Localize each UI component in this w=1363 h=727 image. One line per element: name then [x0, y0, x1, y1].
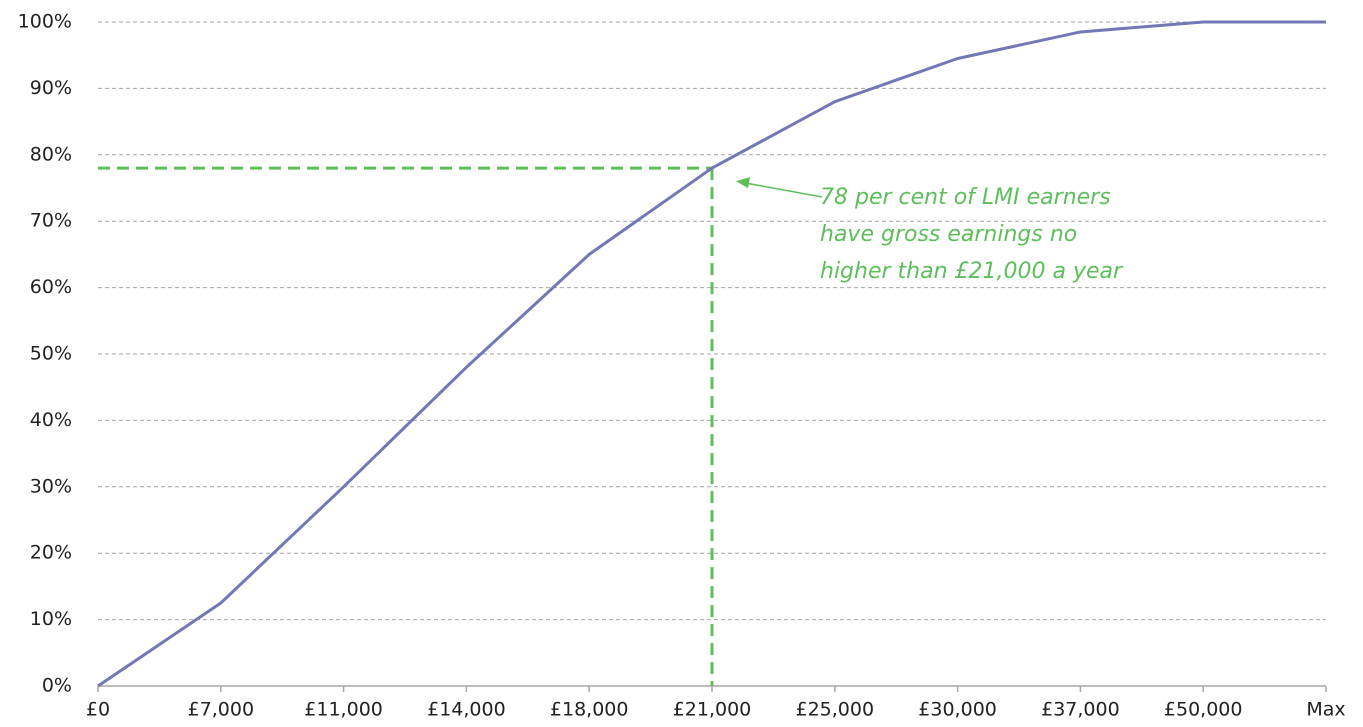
- x-tick-label: £11,000: [304, 699, 383, 721]
- annotation-arrow: [745, 182, 823, 198]
- x-tick-label: £14,000: [427, 699, 506, 721]
- x-tick-label: £7,000: [188, 699, 254, 721]
- y-tick-label: 40%: [30, 409, 72, 431]
- x-tick-label: £0: [86, 699, 110, 721]
- y-tick-label: 0%: [42, 675, 72, 697]
- y-tick-label: 20%: [30, 542, 72, 564]
- data-line: [97, 20, 1326, 688]
- y-tick-label: 50%: [30, 343, 72, 365]
- x-tick-label: Max: [1306, 699, 1345, 721]
- x-tick-label: £37,000: [1041, 699, 1120, 721]
- y-tick-label: 60%: [30, 276, 72, 298]
- x-tick-label: £25,000: [796, 699, 875, 721]
- y-tick-label: 70%: [30, 210, 72, 232]
- annotation-text: higher than £21,000 a year: [820, 259, 1124, 284]
- x-tick-label: £30,000: [918, 699, 997, 721]
- x-tick-label: £50,000: [1164, 699, 1243, 721]
- y-tick-label: 10%: [30, 608, 72, 630]
- annotation-arrowhead: [736, 177, 750, 189]
- y-tick-label: 90%: [30, 77, 72, 99]
- annotation-text: have gross earnings no: [820, 222, 1077, 247]
- y-tick-label: 80%: [30, 143, 72, 165]
- y-tick-label: 30%: [30, 475, 72, 497]
- x-tick-label: £21,000: [673, 699, 752, 721]
- y-tick-label: 100%: [18, 11, 72, 33]
- x-tick-label: £18,000: [550, 699, 629, 721]
- annotation-text: 78 per cent of LMI earners: [820, 185, 1111, 210]
